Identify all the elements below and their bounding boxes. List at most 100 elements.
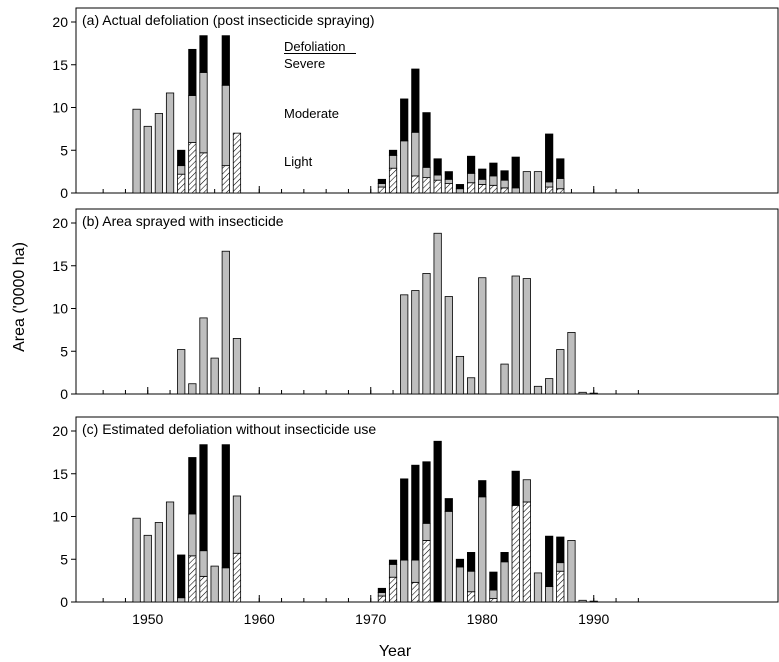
y-tick-label: 10 [52, 100, 68, 116]
bar-severe-segment [545, 535, 554, 588]
bar-light-segment [489, 598, 498, 603]
bar-severe-segment [433, 440, 442, 603]
panel-title: (c) Estimated defoliation without insect… [82, 421, 376, 437]
bar-severe-segment [433, 158, 442, 176]
legend-light: Light [284, 154, 313, 169]
bar-severe-segment [388, 559, 398, 565]
bar-moderate-segment [433, 232, 442, 395]
bar-moderate-segment [444, 178, 453, 184]
bar-light-segment [177, 173, 186, 194]
bar-moderate-segment [589, 392, 598, 395]
bar-moderate-segment [567, 332, 576, 395]
bar-moderate-segment [589, 600, 598, 603]
x-tick-label: 1960 [244, 611, 275, 627]
bar-moderate-segment [154, 113, 163, 194]
bar-moderate-segment [466, 172, 476, 184]
bar-moderate-segment [478, 277, 487, 395]
bar-severe-segment [411, 68, 420, 133]
y-tick-label: 20 [52, 423, 68, 439]
bar-light-segment [478, 184, 487, 194]
bar-severe-segment [377, 178, 387, 184]
panel-3: (c) Estimated defoliation without insect… [52, 416, 779, 627]
bar-light-segment [388, 167, 398, 194]
bar-moderate-segment [522, 278, 531, 395]
bar-moderate-segment [455, 355, 465, 395]
bar-severe-segment [188, 457, 197, 515]
bar-severe-segment [478, 480, 487, 498]
bar-moderate-segment [177, 349, 186, 395]
bar-severe-segment [411, 464, 420, 561]
bar-severe-segment [400, 478, 409, 561]
bar-light-segment [422, 177, 431, 194]
bar-moderate-segment [165, 92, 175, 194]
bar-light-segment [556, 188, 565, 194]
bar-severe-segment [556, 536, 565, 564]
bar-moderate-segment [232, 338, 242, 395]
bar-moderate-segment [500, 561, 509, 603]
bar-severe-segment [199, 35, 208, 73]
bar-severe-segment [455, 558, 465, 568]
bar-light-segment [489, 184, 498, 194]
bar-moderate-segment [177, 165, 186, 175]
y-tick-label: 15 [52, 258, 68, 274]
bar-moderate-segment [478, 178, 487, 185]
panel-2: (b) Area sprayed with insecticide 0 5 10 15 2… [52, 208, 779, 402]
bar-light-segment [188, 555, 197, 603]
bar-light-segment [377, 595, 387, 603]
panel-title: (a) Actual defoliation (post insecticide… [82, 12, 375, 28]
bar-moderate-segment [578, 599, 587, 603]
bar-moderate-segment [154, 522, 163, 603]
bar-moderate-segment [221, 567, 230, 603]
bar-severe-segment [511, 156, 520, 189]
bar-moderate-segment [545, 181, 554, 188]
bar-moderate-segment [199, 72, 208, 154]
bar-severe-segment [177, 554, 186, 599]
bar-moderate-segment [199, 550, 208, 577]
bar-light-segment [188, 142, 197, 194]
bar-moderate-segment [377, 183, 387, 188]
y-axis-title: Area ('0000 ha) [11, 242, 28, 352]
y-tick-label: 0 [60, 386, 68, 402]
bar-severe-segment [444, 171, 453, 180]
bar-moderate-segment [388, 154, 398, 169]
bar-moderate-segment [533, 171, 543, 194]
bar-moderate-segment [199, 317, 208, 395]
bar-moderate-segment [545, 586, 554, 603]
bar-moderate-segment [132, 108, 141, 194]
bar-light-segment [232, 132, 242, 194]
panels-group: (a) Actual defoliation (post insecticide… [52, 7, 779, 627]
bar-moderate-segment [143, 125, 152, 194]
legend-heading: Defoliation [284, 39, 345, 54]
bar-moderate-segment [143, 534, 152, 603]
legend-severe: Severe [284, 56, 325, 71]
panel-1: (a) Actual defoliation (post insecticide… [52, 7, 779, 201]
bar-severe-segment [455, 184, 465, 190]
y-tick-label: 5 [60, 343, 68, 359]
bar-moderate-segment [556, 562, 565, 572]
bar-moderate-segment [422, 522, 431, 541]
bar-light-segment [199, 575, 208, 603]
y-tick-label: 10 [52, 301, 68, 317]
y-tick-label: 5 [60, 142, 68, 158]
bar-moderate-segment [411, 559, 420, 583]
x-tick-label: 1970 [355, 611, 386, 627]
bar-severe-segment [177, 149, 186, 167]
y-tick-label: 15 [52, 466, 68, 482]
x-tick-label: 1980 [467, 611, 498, 627]
bar-light-segment [466, 182, 476, 194]
y-tick-label: 20 [52, 215, 68, 231]
bar-severe-segment [400, 98, 409, 142]
bar-moderate-segment [177, 597, 186, 603]
legend: Defoliation Severe Moderate Light [284, 39, 356, 169]
bar-moderate-segment [578, 391, 587, 395]
y-tick-label: 10 [52, 509, 68, 525]
bar-moderate-segment [232, 495, 242, 554]
bar-severe-segment [556, 158, 565, 179]
bar-moderate-segment [444, 296, 453, 395]
bar-light-segment [466, 591, 476, 603]
bar-severe-segment [545, 133, 554, 183]
bar-light-segment [199, 152, 208, 194]
bar-moderate-segment [500, 179, 509, 189]
x-tick-label: 1950 [132, 611, 163, 627]
